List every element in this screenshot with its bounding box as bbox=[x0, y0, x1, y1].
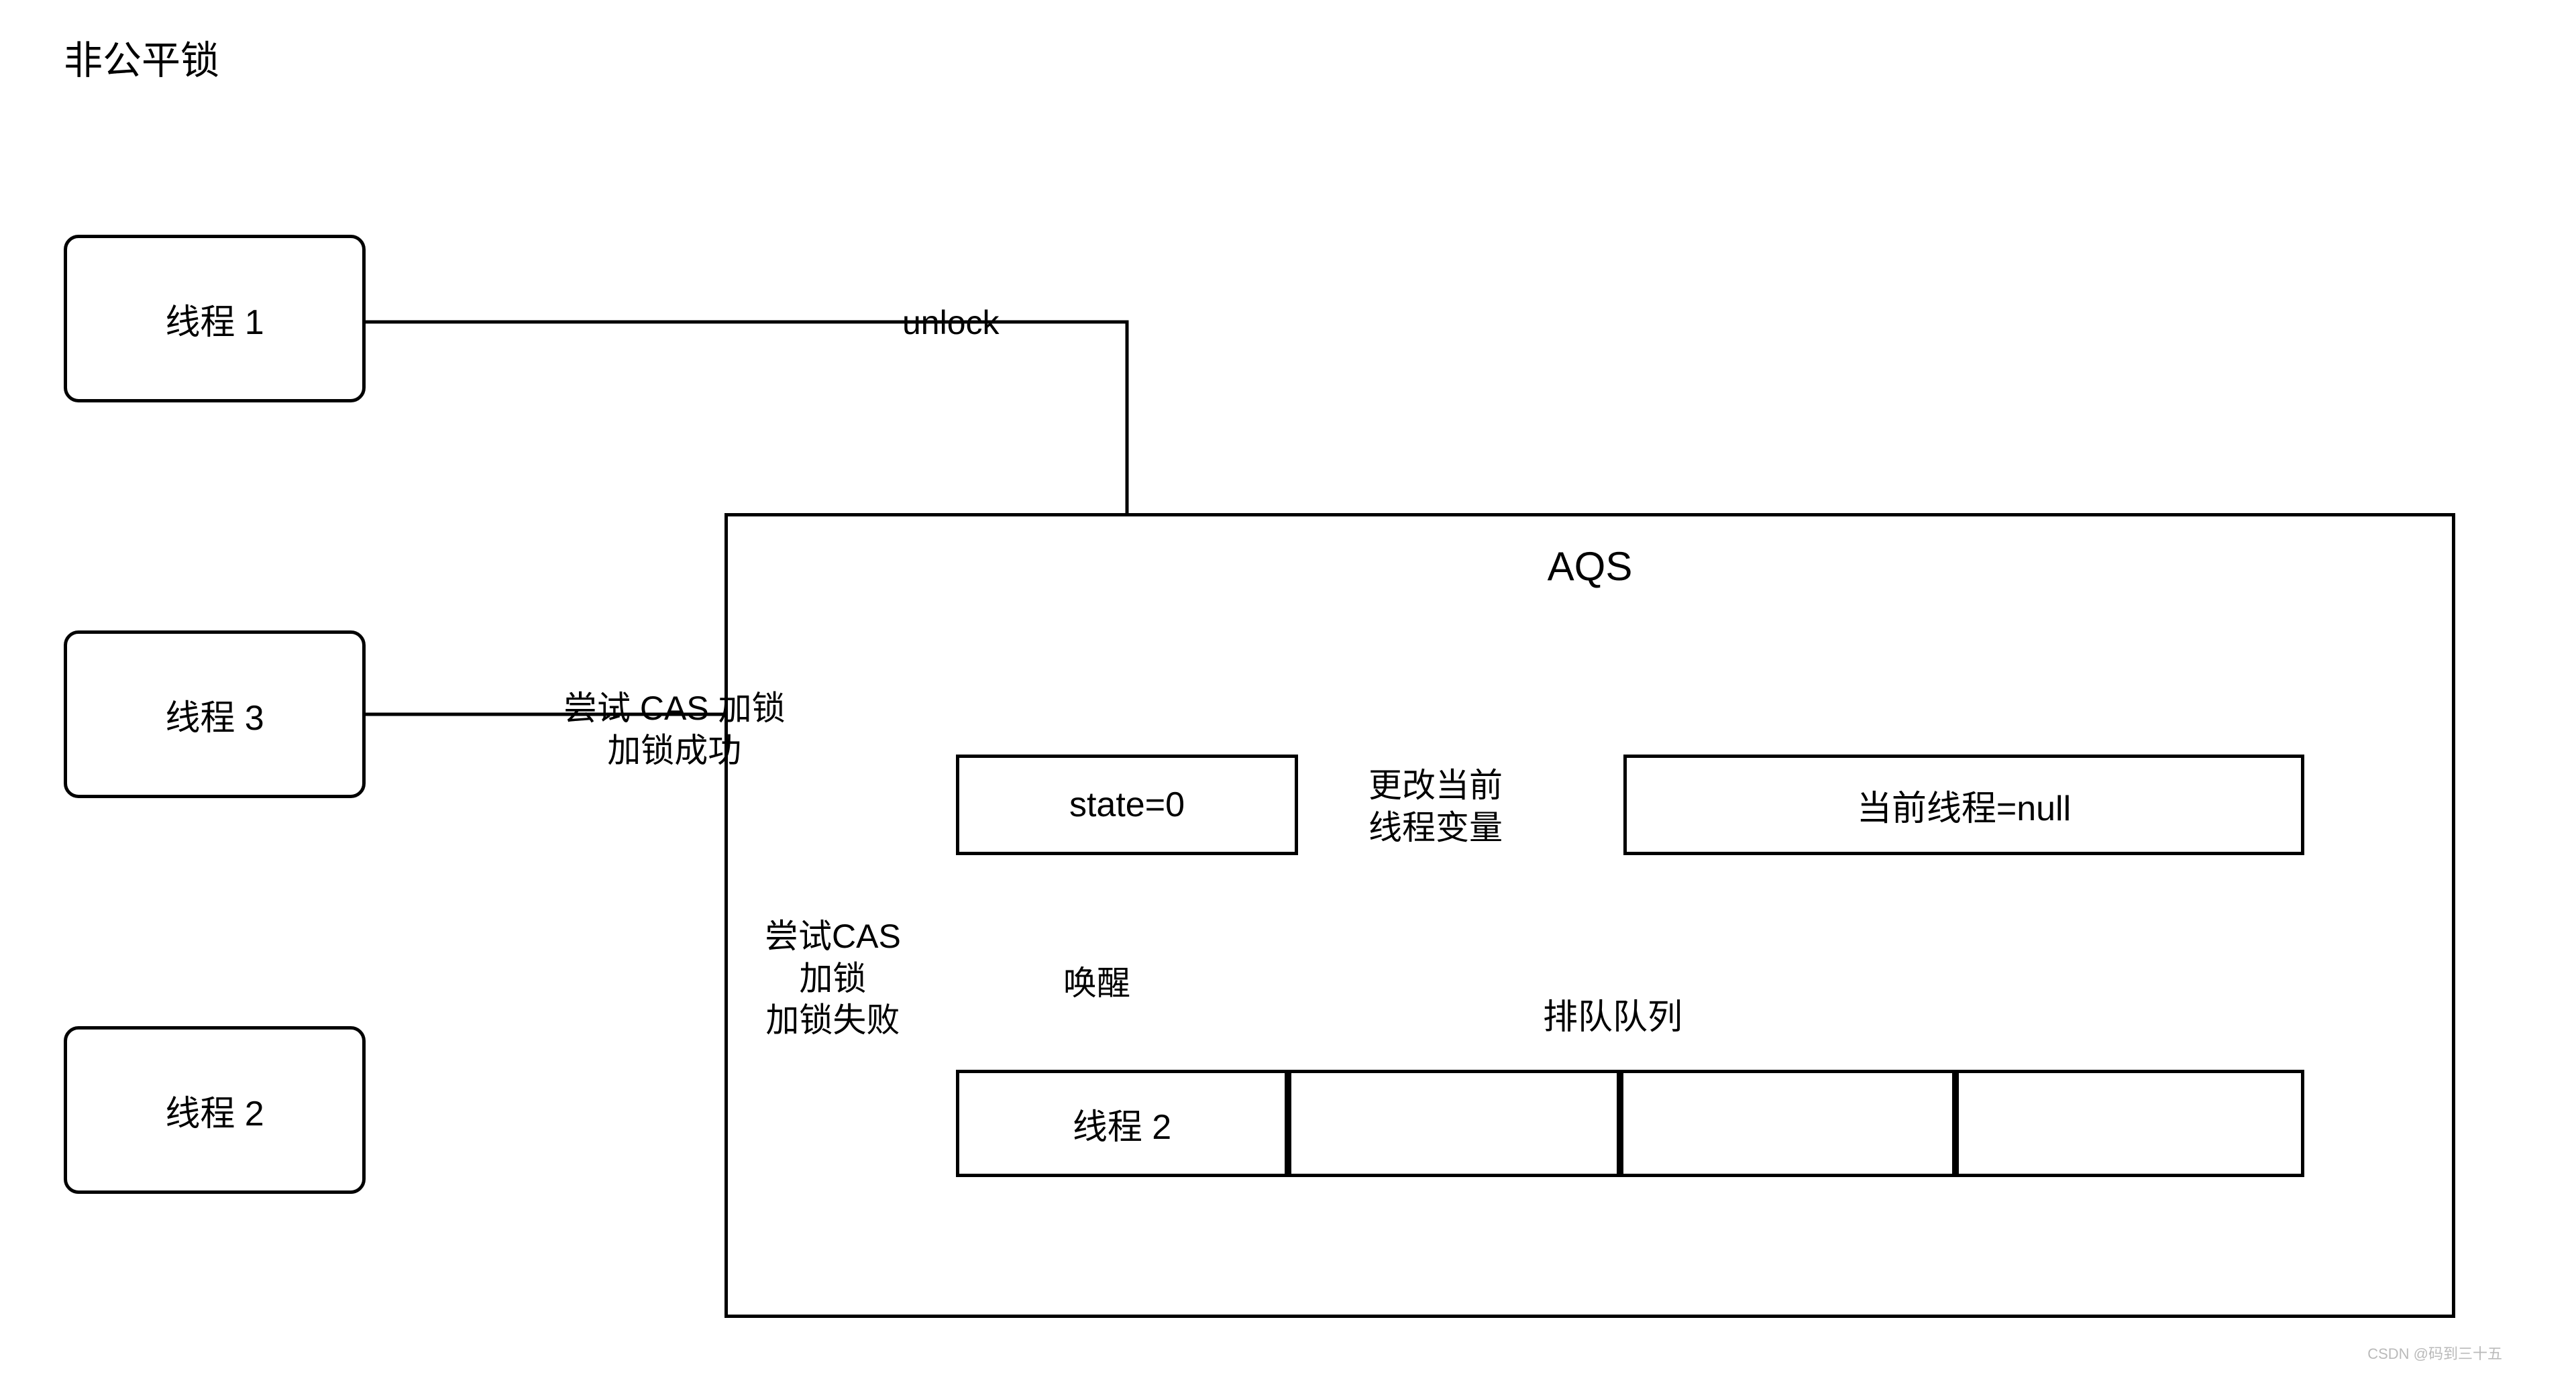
thread3-label: 线程 3 bbox=[165, 689, 264, 740]
queue-cell-1-label: 线程 2 bbox=[1073, 1099, 1171, 1149]
current-thread-node: 当前线程=null bbox=[1623, 755, 2304, 855]
current-thread-label: 当前线程=null bbox=[1857, 780, 2071, 830]
queue-cell-2 bbox=[1288, 1070, 1620, 1177]
queue-cell-4 bbox=[1955, 1070, 2304, 1177]
state-node: state=0 bbox=[956, 755, 1298, 855]
thread1-label: 线程 1 bbox=[165, 294, 264, 344]
aqs-label: AQS bbox=[1548, 543, 1633, 590]
wakeup-label: 唤醒 bbox=[1063, 962, 1130, 1005]
aqs-container: AQS bbox=[724, 513, 2455, 1318]
thread1-node: 线程 1 bbox=[64, 235, 366, 402]
unlock-label: unlock bbox=[902, 302, 1000, 344]
try-cas-ok-label: 尝试 CAS 加锁 加锁成功 bbox=[564, 687, 786, 771]
thread2-node: 线程 2 bbox=[64, 1026, 366, 1194]
queue-cell-1: 线程 2 bbox=[956, 1070, 1288, 1177]
state-label: state=0 bbox=[1069, 785, 1185, 825]
queue-title-label: 排队队列 bbox=[1543, 996, 1682, 1040]
queue-cell-3 bbox=[1620, 1070, 1955, 1177]
thread2-label: 线程 2 bbox=[165, 1085, 264, 1135]
watermark: CSDN @码到三十五 bbox=[2367, 1342, 2502, 1364]
try-cas-fail-label: 尝试CAS 加锁 加锁失败 bbox=[765, 916, 901, 1042]
diagram-root: 非公平锁 线程 1 线程 3 线程 2 AQS state=0 当前 bbox=[0, 0, 2576, 1387]
update-var-label: 更改当前 线程变量 bbox=[1368, 765, 1503, 848]
thread3-node: 线程 3 bbox=[64, 630, 366, 798]
